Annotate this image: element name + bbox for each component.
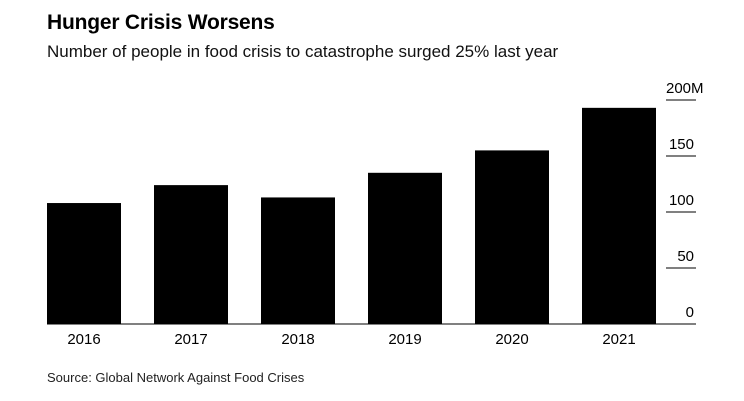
bars-group bbox=[47, 107, 656, 324]
chart-subtitle: Number of people in food crisis to catas… bbox=[47, 42, 559, 61]
y-tick-label-0: 0 bbox=[686, 304, 694, 321]
x-tick-label-2018: 2018 bbox=[281, 331, 314, 348]
y-axis: 0 50 100 150 200M bbox=[47, 80, 704, 325]
bar-2020 bbox=[475, 150, 549, 324]
y-tick-label-50: 50 bbox=[677, 248, 694, 265]
chart-title: Hunger Crisis Worsens bbox=[47, 11, 275, 34]
bar-2017 bbox=[154, 185, 228, 324]
x-tick-label-2019: 2019 bbox=[388, 331, 421, 348]
bar-2021 bbox=[582, 107, 656, 324]
y-tick-label-150: 150 bbox=[669, 136, 694, 153]
x-tick-labels: 2016 2017 2018 2019 2020 2021 bbox=[67, 331, 635, 348]
x-tick-label-2020: 2020 bbox=[495, 331, 528, 348]
bar-2019 bbox=[368, 172, 442, 324]
source-note: Source: Global Network Against Food Cris… bbox=[47, 370, 305, 385]
x-tick-label-2017: 2017 bbox=[174, 331, 207, 348]
y-tick-label-100: 100 bbox=[669, 192, 694, 209]
bar-2016 bbox=[47, 203, 121, 324]
y-tick-label-200: 200M bbox=[666, 80, 704, 97]
bar-2018 bbox=[261, 197, 335, 324]
x-tick-label-2021: 2021 bbox=[602, 331, 635, 348]
x-tick-label-2016: 2016 bbox=[67, 331, 100, 348]
